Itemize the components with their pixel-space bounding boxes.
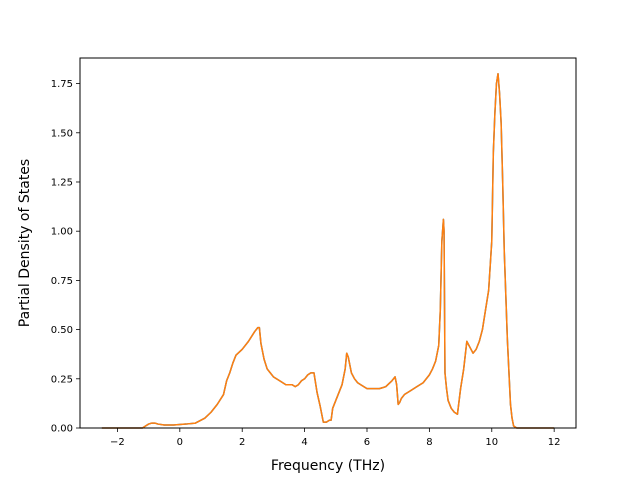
series-line-2 (101, 72, 555, 429)
x-tick-label: 2 (239, 437, 245, 448)
x-tick-label: 10 (485, 437, 498, 448)
x-tick-label: −2 (110, 437, 125, 448)
plot-area (80, 58, 576, 428)
x-tick-label: 6 (364, 437, 370, 448)
plot-frame (79, 57, 577, 429)
y-tick-label: 0.50 (51, 325, 73, 336)
y-tick-label: 0.25 (51, 374, 73, 385)
y-tick-label: 0.00 (51, 424, 73, 435)
y-tick-label: 1.75 (51, 79, 73, 90)
y-axis-ticks: 0.00 0.25 0.50 0.75 1.00 1.25 1.50 1.75 (51, 79, 80, 435)
x-axis-ticks: −2 0 2 4 6 8 10 12 (110, 428, 561, 448)
x-tick-label: 12 (548, 437, 561, 448)
y-tick-label: 1.50 (51, 128, 73, 139)
x-tick-label: 8 (426, 437, 432, 448)
y-tick-label: 0.75 (51, 276, 73, 287)
x-tick-label: 4 (301, 437, 307, 448)
y-axis-title: Partial Density of States (17, 159, 33, 327)
x-axis-title: Frequency (THz) (271, 458, 385, 474)
x-tick-label: 0 (177, 437, 183, 448)
y-tick-label: 1.25 (51, 177, 73, 188)
series-layer (101, 72, 555, 429)
y-tick-label: 1.00 (51, 227, 73, 238)
